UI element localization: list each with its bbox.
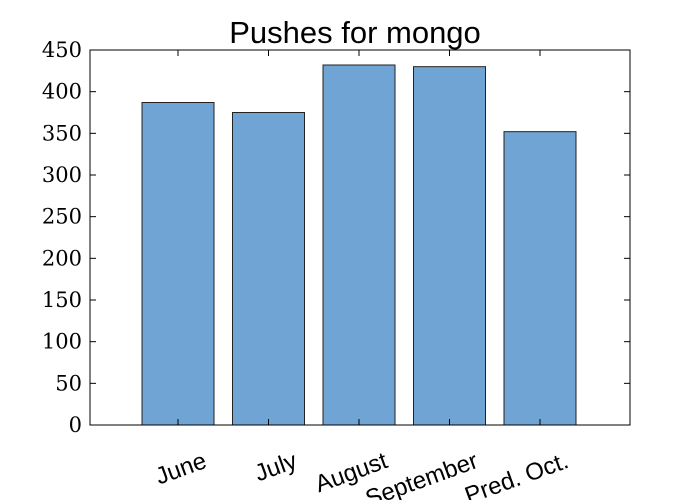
plot-frame [89, 49, 631, 426]
y-tick-label: 400 [42, 80, 82, 104]
x-tick-label: July [251, 447, 300, 487]
ticks-group [90, 49, 630, 426]
y-tick-label: 300 [42, 163, 82, 187]
chart-title: Pushes for mongo [229, 15, 481, 50]
bar-july [232, 112, 305, 426]
bar-september [413, 66, 486, 426]
y-tick-label: 50 [55, 371, 82, 395]
y-tick-label: 450 [42, 38, 82, 62]
bar-august [322, 64, 396, 426]
y-tick-label: 350 [42, 121, 82, 145]
y-tick-labels: 0 50 100 150 200 250 300 350 400 450 [42, 38, 82, 437]
bar-pred-oct [503, 131, 577, 426]
bar-june [141, 102, 215, 426]
y-tick-label: 200 [42, 246, 82, 270]
y-tick-label: 250 [42, 205, 82, 229]
y-tick-label: 0 [69, 413, 82, 437]
y-tick-label: 100 [42, 330, 82, 354]
y-tick-label: 150 [42, 288, 82, 312]
x-tick-label: June [152, 447, 210, 490]
bars-group [141, 64, 577, 426]
